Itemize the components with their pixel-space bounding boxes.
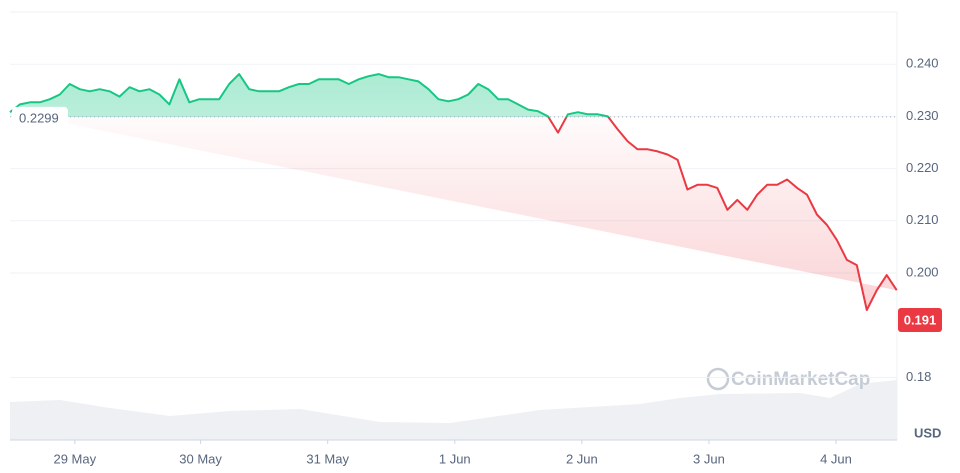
x-tick-label: 31 May [306, 451, 349, 466]
currency-label: USD [914, 425, 941, 440]
y-tick-label: 0.18 [906, 369, 931, 384]
x-tick-label: 4 Jun [820, 451, 852, 466]
area [10, 74, 897, 310]
x-tick-label: 29 May [53, 451, 96, 466]
price-line [9, 73, 898, 311]
baseline-tag [12, 106, 68, 127]
x-tick-label: 30 May [179, 451, 222, 466]
baseline-label: 0.2299 [19, 110, 59, 125]
x-tick-label: 2 Jun [566, 451, 598, 466]
watermark-logo [706, 367, 730, 391]
price-tag [898, 307, 942, 332]
y-tick-label: 0.230 [906, 108, 939, 123]
volume-area [10, 380, 897, 440]
y-tick-label: 0.240 [906, 56, 939, 71]
x-tick-label: 3 Jun [693, 451, 725, 466]
y-tick-label: 0.200 [906, 264, 939, 279]
y-tick-label: 0.210 [906, 212, 939, 227]
y-tick-label: 0.220 [906, 160, 939, 175]
watermark: CoinMarketCap [731, 369, 870, 390]
x-tick-label: 1 Jun [439, 451, 471, 466]
price-tag-label: 0.191 [904, 312, 937, 327]
